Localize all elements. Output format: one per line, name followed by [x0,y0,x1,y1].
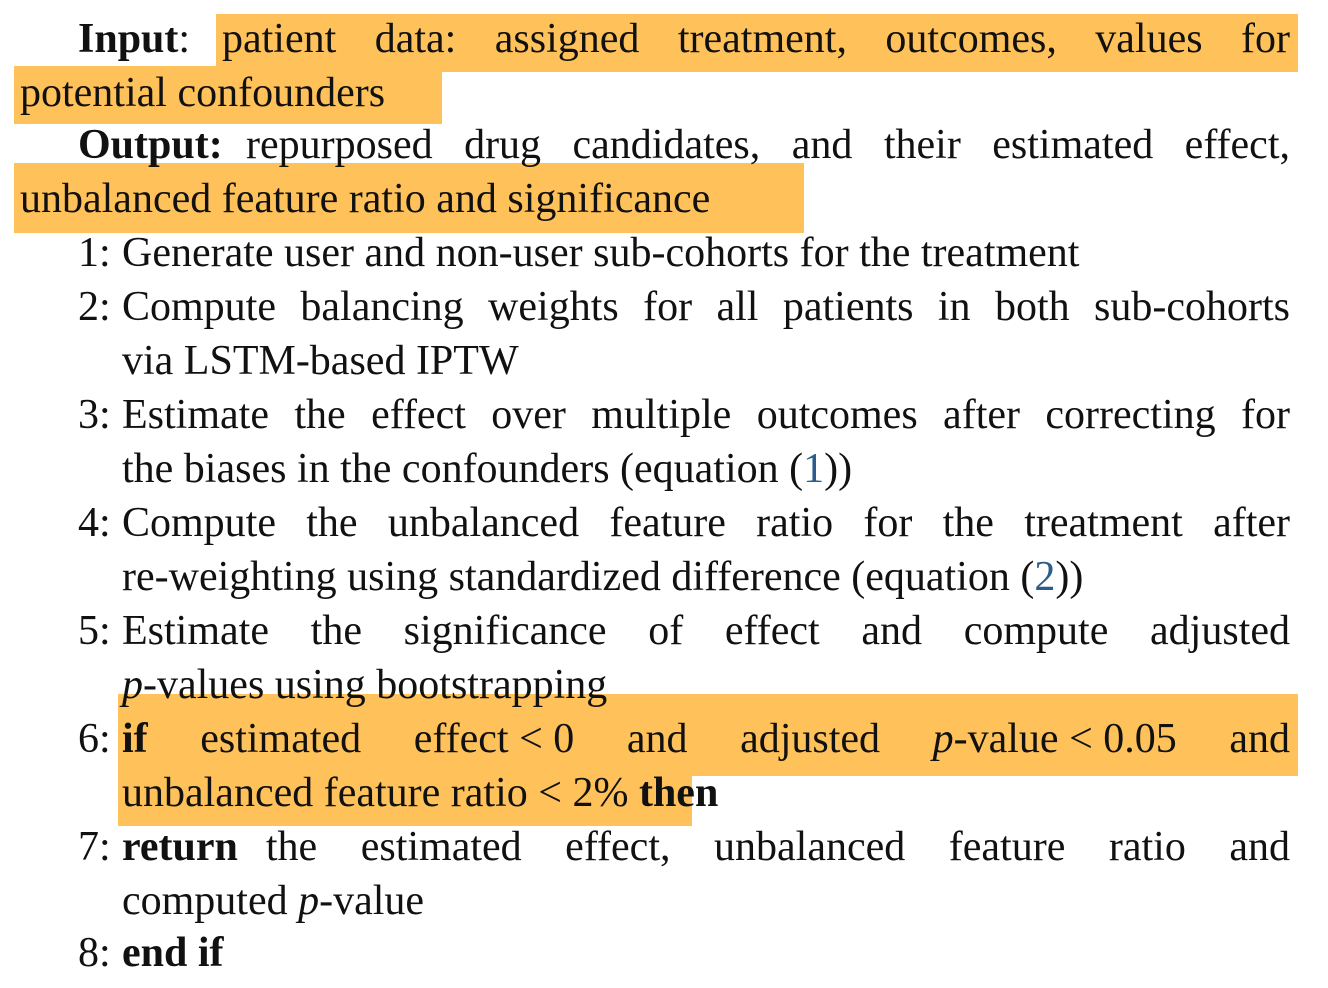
highlight-if-line2 [118,766,692,826]
step-7-text-line2: computed p-value [122,878,425,924]
keyword-then: then [638,770,719,816]
step-8-text: end if [122,926,224,980]
keyword-if: if [122,716,148,762]
output-text-line1: repurposed drug candidates, and their es… [246,122,1290,168]
step-2-text-line1: Compute balancing weights for all patien… [122,284,1290,330]
step-1-number: 1: [78,230,111,276]
step-4-text-line2: re-weighting using standardized differen… [122,554,1084,600]
highlight-output-line2 [14,163,804,233]
step-7-number: 7: [78,824,111,870]
highlight-input-line1 [216,14,1298,72]
step-6-text-line1: if estimated effect < 0 and adjusted p-v… [122,712,1290,766]
step-5-number: 5: [78,608,111,654]
step-2-text-line2: via LSTM-based IPTW [122,338,519,384]
step-3-text-line2: the biases in the confounders (equation … [122,446,853,492]
step-8-number: 8: [78,930,111,976]
highlight-if-line1 [118,694,1298,776]
step-6-number: 6: [78,716,111,762]
input-text-line2: potential confounders [20,70,386,116]
equation-2-link[interactable]: 2 [1034,554,1056,600]
input-text-line1: patient data: assigned treatment, outcom… [222,16,1290,62]
equation-1-link[interactable]: 1 [803,446,825,492]
step-7-text-line1: return the estimated effect, unbalanced … [122,820,1290,874]
highlight-input-line2 [14,66,442,124]
step-6-text-line2: unbalanced feature ratio < 2% then [122,770,719,816]
step-2-number: 2: [78,284,111,330]
keyword-return: return [122,824,238,870]
step-3-number: 3: [78,392,111,438]
step-1-text: Generate user and non-user sub-cohorts f… [122,230,1080,276]
output-text-line2: unbalanced feature ratio and significanc… [20,176,711,222]
input-label: Input: [78,16,191,62]
step-3-text-line1: Estimate the effect over multiple outcom… [122,392,1290,438]
output-label: Output: [78,122,223,168]
step-4-number: 4: [78,500,111,546]
keyword-end-if: end if [122,930,224,976]
step-4-text-line1: Compute the unbalanced feature ratio for… [122,500,1290,546]
step-5-text-line2: p-values using bootstrapping [122,662,608,708]
step-5-text-line1: Estimate the significance of effect and … [122,608,1290,654]
